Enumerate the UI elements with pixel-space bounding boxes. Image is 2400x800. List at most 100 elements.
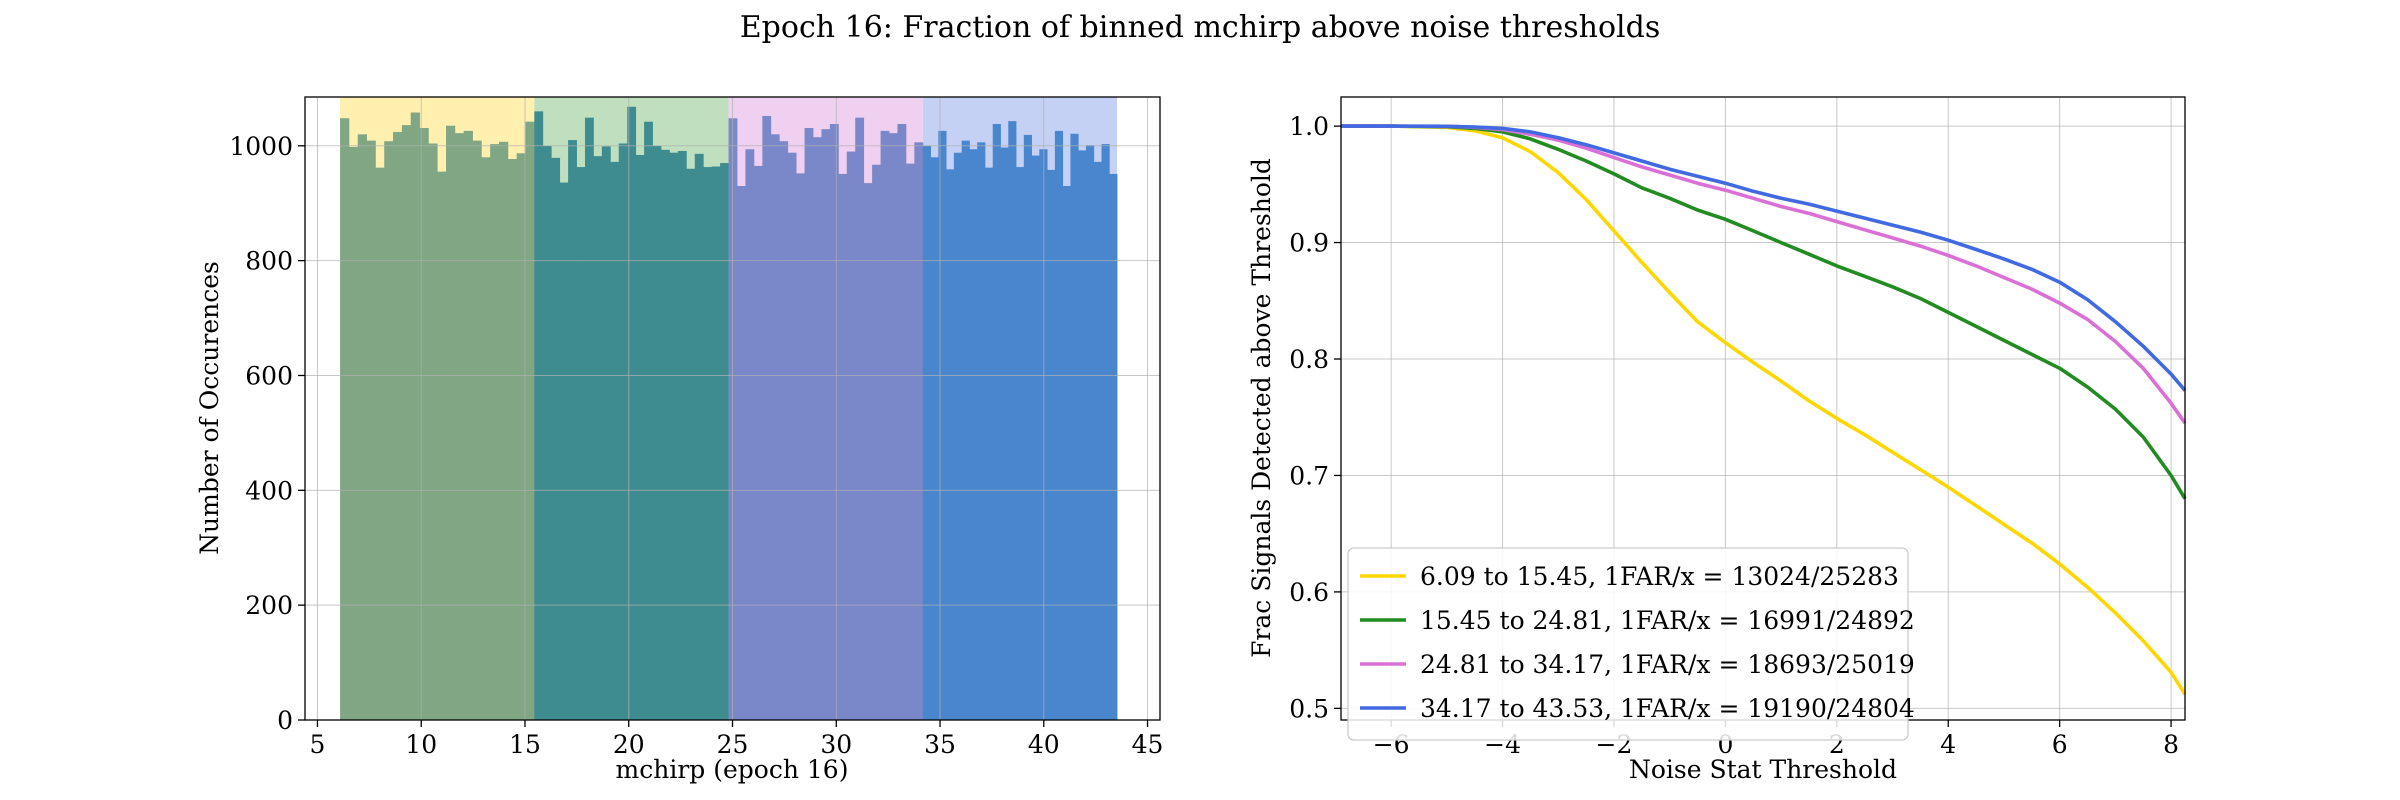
- line-series-2: [1341, 124, 2187, 425]
- line-series-3: [1341, 124, 2187, 392]
- histogram-bar: [481, 157, 491, 720]
- histogram-x-ticks: 5 10 15 20 25 30 35 40 45: [309, 720, 1163, 759]
- histogram-bar: [542, 145, 552, 720]
- histogram-bar: [1031, 155, 1040, 720]
- histogram-bar: [454, 133, 465, 720]
- histogram-bar: [753, 165, 763, 721]
- histogram-bar: [428, 143, 438, 721]
- histogram-bar: [507, 159, 518, 720]
- histogram-bar: [644, 121, 653, 721]
- legend-label-2: 24.81 to 34.17, 1FAR/x = 18693/25019: [1420, 650, 1915, 679]
- line-chart-y-tick-label: 0.6: [1289, 578, 1329, 607]
- histogram-bar: [694, 153, 704, 720]
- line-chart-legend: 6.09 to 15.45, 1FAR/x = 13024/25283 15.45…: [1347, 547, 1915, 741]
- histogram-bar: [787, 152, 797, 720]
- histogram-x-axis-label: mchirp (epoch 16): [616, 755, 849, 784]
- histogram-bar: [618, 143, 628, 721]
- histogram-bar: [384, 141, 394, 721]
- histogram-bar: [762, 115, 772, 721]
- figure-title: Epoch 16: Fraction of binned mchirp abov…: [740, 10, 1660, 45]
- histogram-bar: [889, 133, 898, 720]
- histogram-bar: [946, 169, 955, 720]
- histogram-bar: [813, 137, 822, 720]
- histogram-bar: [1000, 147, 1009, 720]
- line-chart-x-axis-label: Noise Stat Threshold: [1629, 755, 1897, 784]
- histogram-bar: [393, 132, 403, 720]
- histogram-bar: [516, 153, 526, 720]
- line-chart-panel: −6 −4 −2 0 2 4 6 8 0.50.60.70.80.91.0 Noise Sta…: [1247, 96, 2187, 784]
- histogram-bar: [745, 149, 755, 721]
- histogram-x-tick-label: 45: [1132, 730, 1164, 759]
- line-chart-y-tick-label: 1.0: [1289, 112, 1329, 141]
- histogram-bar: [677, 150, 687, 721]
- line-series-0: [1341, 124, 2187, 696]
- histogram-bar: [846, 151, 856, 720]
- histogram-x-tick-label: 30: [820, 730, 852, 759]
- histogram-bar: [534, 111, 544, 720]
- histogram-bar: [559, 182, 569, 721]
- histogram-bar: [914, 142, 924, 720]
- line-chart-y-tick-label: 0.7: [1289, 461, 1329, 490]
- line-series-1: [1341, 124, 2187, 500]
- histogram-bar: [1101, 144, 1110, 721]
- histogram-bar: [1023, 134, 1032, 720]
- histogram-bar: [686, 168, 696, 721]
- histogram-x-tick-label: 15: [509, 730, 541, 759]
- histogram-bar: [652, 145, 662, 720]
- histogram-bar: [796, 173, 805, 720]
- histogram-bar: [463, 130, 473, 720]
- histogram-bar: [855, 117, 865, 721]
- histogram-x-tick-label: 5: [309, 730, 325, 759]
- histogram-bar: [584, 117, 594, 721]
- histogram-bar: [568, 140, 577, 720]
- histogram-bar: [551, 157, 561, 721]
- histogram-bar: [340, 118, 350, 720]
- histogram-bar: [953, 152, 963, 720]
- histogram-bars: [340, 106, 1118, 721]
- histogram-bar: [446, 125, 456, 721]
- histogram-y-axis-label: Number of Occurences: [195, 261, 224, 555]
- histogram-bar: [961, 140, 970, 721]
- line-chart-x-tick-label: 4: [1940, 730, 1956, 759]
- histogram-bar: [410, 112, 420, 720]
- histogram-y-tick-label: 0: [277, 706, 293, 735]
- histogram-bar: [1078, 150, 1087, 720]
- histogram-bar: [627, 106, 637, 720]
- histogram-bar: [992, 123, 1001, 720]
- histogram-bar: [969, 149, 978, 721]
- histogram-bar: [737, 186, 746, 720]
- histogram-bar: [357, 134, 367, 721]
- line-chart-y-axis-label: Frac Signals Detected above Threshold: [1247, 158, 1276, 658]
- legend-label-0: 6.09 to 15.45, 1FAR/x = 13024/25283: [1420, 562, 1899, 591]
- histogram-bar: [720, 163, 729, 721]
- histogram-bar: [770, 134, 780, 721]
- histogram-x-tick-label: 40: [1028, 730, 1060, 759]
- histogram-bar: [660, 149, 670, 720]
- histogram-bar: [984, 167, 994, 721]
- histogram-x-tick-label: 25: [717, 730, 749, 759]
- histogram-bar: [821, 129, 831, 720]
- histogram-bar: [938, 130, 947, 720]
- histogram-bar: [779, 141, 789, 721]
- legend-label-1: 15.45 to 24.81, 1FAR/x = 16991/24892: [1420, 606, 1915, 635]
- histogram-bar: [897, 123, 907, 720]
- histogram-bar: [1008, 121, 1017, 720]
- histogram-bar: [490, 144, 500, 721]
- histogram-bar: [1062, 186, 1071, 720]
- histogram-panel: 5 10 15 20 25 30 35 40 45 0 200 400 600 800 1000 mchi…: [195, 96, 1163, 784]
- legend-box: [1347, 547, 1909, 741]
- histogram-bar: [977, 142, 986, 720]
- line-chart-y-tick-label: 0.9: [1289, 229, 1329, 258]
- histogram-bar: [872, 164, 881, 721]
- histogram-bar: [838, 173, 848, 720]
- histogram-x-tick-label: 10: [405, 730, 437, 759]
- histogram-y-tick-label: 200: [245, 591, 293, 620]
- histogram-bar: [1093, 161, 1102, 721]
- histogram-y-ticks: 0 200 400 600 800 1000: [229, 132, 305, 735]
- histogram-bar: [472, 140, 482, 721]
- histogram-bar: [829, 123, 839, 720]
- histogram-bar: [610, 161, 620, 721]
- histogram-bar: [1085, 145, 1095, 721]
- line-chart-series: [1341, 124, 2187, 696]
